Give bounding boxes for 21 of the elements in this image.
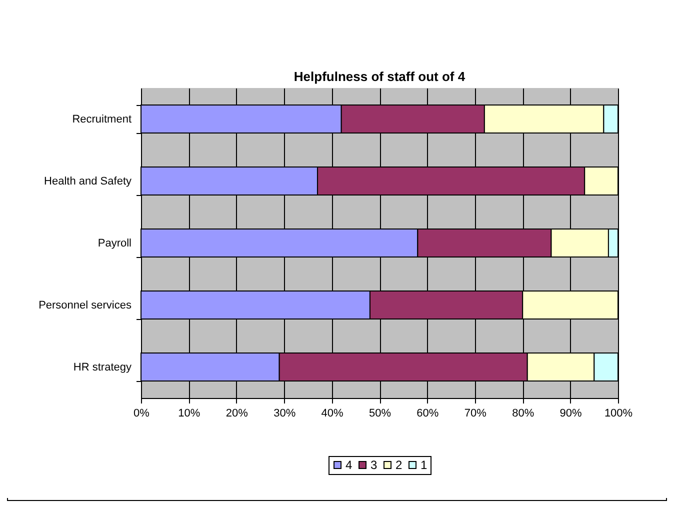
y-tick-label: Health and Safety [44, 176, 132, 188]
y-tick-label: Recruitment [72, 114, 132, 126]
legend-label: 3 [370, 458, 378, 472]
x-tick-label: 10% [178, 408, 200, 420]
legend-label: 2 [396, 458, 402, 472]
chart-title: Helpfulness of staff out of 4 [294, 69, 466, 84]
legend-label: 1 [420, 458, 428, 472]
x-tick-label: 20% [226, 408, 248, 420]
legend-label: 4 [346, 458, 352, 472]
x-tick-label: 0% [134, 408, 150, 420]
x-tick-label: 40% [321, 408, 344, 420]
x-tick-label: 90% [560, 408, 582, 420]
x-tick-label: 80% [512, 408, 534, 420]
x-tick-label: 30% [274, 408, 296, 420]
x-tick-label: 50% [368, 408, 392, 420]
y-tick-label: HR strategy [73, 362, 132, 374]
y-tick-label: Payroll [98, 238, 132, 250]
x-tick-label: 70% [464, 408, 487, 420]
x-tick-label: 100% [604, 408, 633, 420]
x-tick-label: 60% [416, 408, 439, 420]
y-tick-label: Personnel services [38, 300, 132, 312]
